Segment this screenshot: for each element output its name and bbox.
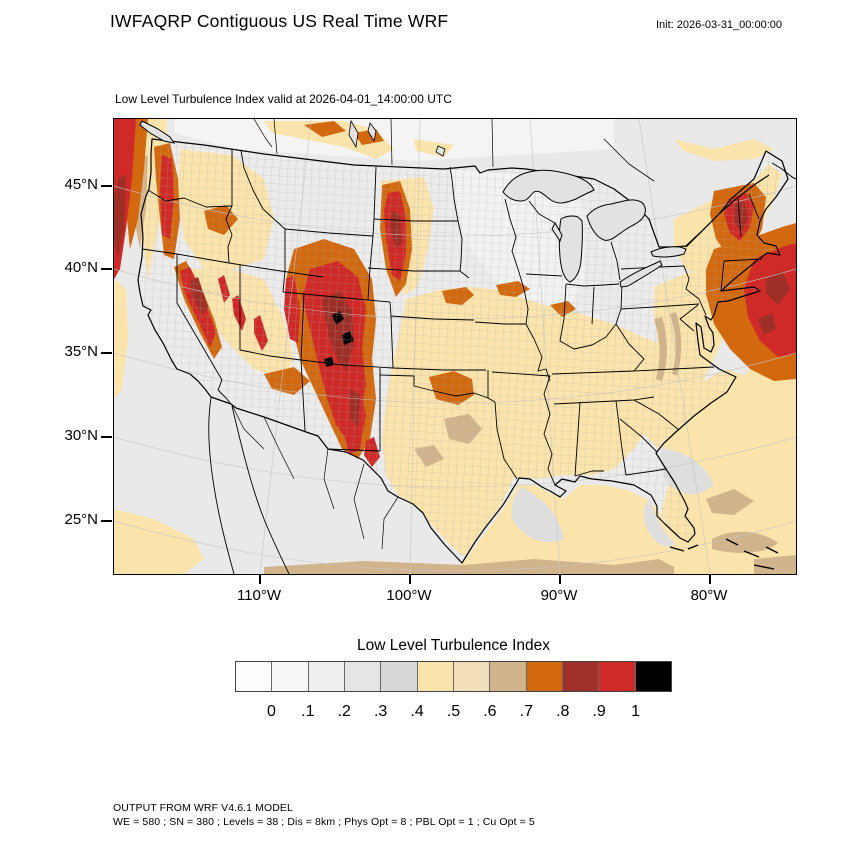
lon-tick [559,574,561,584]
lat-tick [101,268,112,270]
lon-axis-label: 80°W [690,587,728,604]
lon-axis-label: 90°W [540,587,578,604]
vancouver-island [139,120,176,144]
colorbar-tick-label: .4 [410,703,424,720]
colorbar-segment [635,662,671,691]
footer-model-line: OUTPUT FROM WRF V4.6.1 MODEL [113,802,293,814]
colorbar-tick-label: .1 [301,703,315,720]
map-frame [113,118,797,575]
lat-axis-label: 30°N [64,427,98,444]
state-borders [141,149,763,486]
lat-axis-label: 40°N [64,259,98,276]
lake-erie [619,260,663,288]
colorbar-segment [417,662,454,691]
lat-tick [101,185,112,187]
colorbar-segment [272,662,309,691]
colorbar-tick-label: .9 [592,703,606,720]
us-map-canvas [114,119,796,574]
lat-tick [101,520,112,522]
colorbar-tick-label: .7 [519,703,533,720]
colorbar-segment [236,662,273,691]
colorbar-tick-labels: 0 .1 .2 .3 .4 .5 .6 .7 .8 .9 1 [0,703,850,723]
colorbar-segment [526,662,563,691]
lon-axis-label: 100°W [386,587,432,604]
great-lakes [139,119,687,288]
lake-superior [502,169,595,204]
colorbar-segment [562,662,600,691]
lat-axis-label: 25°N [64,511,98,528]
lon-tick [709,574,711,584]
colorbar-tick-label: 1 [631,703,641,720]
lat-axis-label: 35°N [64,343,98,360]
islands-keys-bahamas [669,538,779,570]
colorbar-segment [599,662,636,691]
lat-tick [101,436,112,438]
colorbar-tick-label: .5 [446,703,461,720]
lon-axis-label: 110°W [236,587,282,604]
colorbar [235,661,672,692]
colorbar-tick-label: 0 [266,703,276,720]
lake-ontario [650,246,687,258]
colorbar-segment [308,662,345,691]
colorbar-tick-label: .6 [483,703,497,720]
init-timestamp: Init: 2026-03-31_00:00:00 [656,19,782,31]
lake-huron [586,199,646,241]
colorbar-segment [381,662,418,691]
footer-config-line: WE = 580 ; SN = 380 ; Levels = 38 ; Dis … [113,816,535,828]
coastlines [137,119,796,574]
lon-tick [409,574,411,584]
colorbar-segment [453,662,491,691]
colorbar-tick-label: .3 [373,703,388,720]
lat-axis-label: 45°N [64,176,98,193]
page-title: IWFAQRP Contiguous US Real Time WRF [110,11,449,31]
colorbar-tick-label: .2 [337,703,351,720]
lat-tick [101,352,112,354]
colorbar-tick-label: .8 [556,703,570,720]
map-subtitle: Low Level Turbulence Index valid at 2026… [115,92,452,106]
lon-tick [259,574,261,584]
colorbar-title: Low Level Turbulence Index [356,637,551,654]
colorbar-segment [490,662,527,691]
colorbar-segment [344,662,382,691]
st-lawrence-river [685,174,770,248]
lake-michigan [558,215,583,283]
